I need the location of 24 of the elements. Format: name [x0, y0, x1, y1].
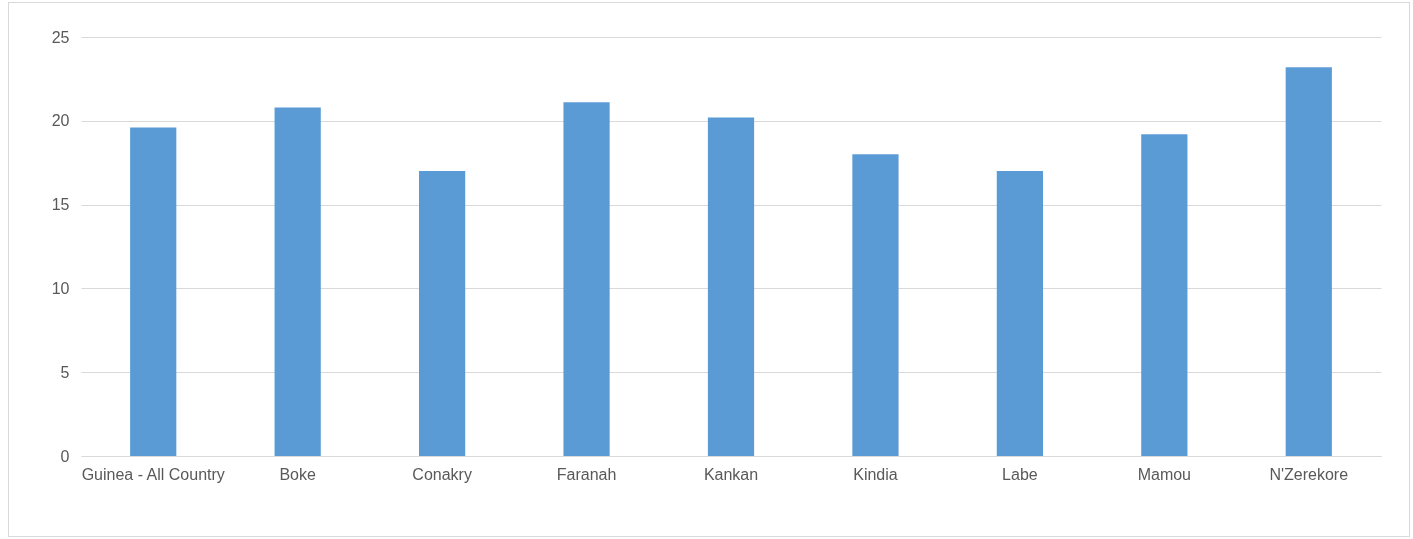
x-tick-label: N'Zerekore: [1269, 465, 1349, 483]
bar: [707, 117, 755, 456]
bar: [996, 171, 1043, 456]
x-tick-label: Labe: [1002, 465, 1038, 483]
bar: [419, 171, 466, 456]
y-tick-label: 10: [51, 279, 70, 297]
bar: [274, 107, 321, 456]
y-tick-label: 25: [51, 28, 70, 46]
y-tick-label: 5: [60, 363, 70, 381]
x-tick-label: Faranah: [556, 465, 617, 483]
x-tick-label: Conakry: [412, 465, 472, 483]
bar: [1141, 134, 1188, 456]
x-tick-label: Guinea - All Country: [81, 465, 225, 483]
bar: [1285, 67, 1332, 456]
x-tick-label: Kankan: [703, 465, 759, 483]
x-tick-label: Mamou: [1137, 465, 1192, 483]
x-tick-label: Kindia: [853, 465, 898, 483]
y-tick-label: 20: [51, 112, 70, 130]
bar: [563, 102, 610, 456]
y-tick-label: 0: [60, 447, 70, 465]
bar: [130, 127, 177, 456]
y-tick-label: 15: [51, 196, 70, 214]
x-tick-label: Boke: [279, 465, 316, 483]
bar: [852, 154, 899, 456]
